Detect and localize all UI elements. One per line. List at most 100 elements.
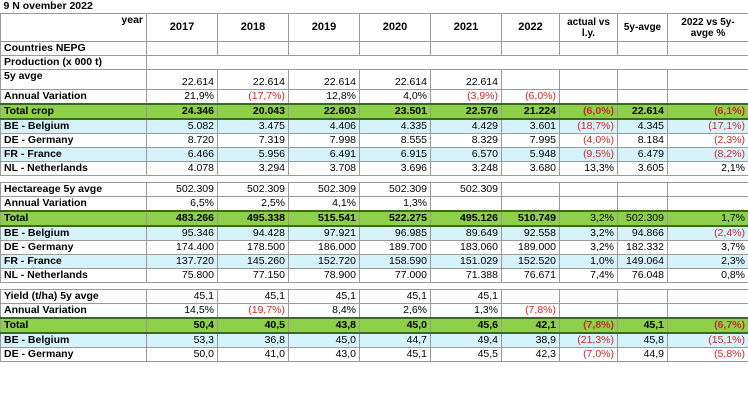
cell: 44,9: [617, 347, 668, 362]
cell: 483.266: [146, 210, 218, 227]
cell: 158.590: [359, 254, 431, 269]
cell: (2,4%): [667, 225, 748, 241]
row-label: Annual Variation: [0, 196, 147, 212]
cell: 45,1: [430, 289, 502, 304]
cell: 3,2%: [559, 225, 618, 241]
row-label: DE - Germany: [0, 133, 147, 148]
cell: 7.995: [501, 133, 560, 148]
cell: 152.720: [288, 254, 360, 269]
year-label: year: [0, 13, 147, 42]
cell: 76.048: [617, 268, 668, 283]
cell: 7.998: [288, 133, 360, 148]
cell: 89.649: [430, 225, 502, 241]
cell: 45,1: [217, 289, 289, 304]
cell: 22.614: [617, 103, 668, 120]
spacer-row: [0, 282, 748, 290]
cell: 45,0: [359, 317, 431, 334]
cell: 3.475: [217, 118, 289, 134]
cell: 149.064: [617, 254, 668, 269]
cell: 8,4%: [288, 303, 360, 319]
cell: 38,9: [501, 332, 560, 348]
row-label: FR - France: [0, 147, 147, 162]
table-row: DE - Germany 8.720 7.319 7.998 8.555 8.3…: [0, 133, 748, 148]
cell: (19,7%): [217, 303, 289, 319]
cell: 3.708: [288, 161, 360, 176]
cell: 7.319: [217, 133, 289, 148]
production-total-row: Total crop 24.346 20.043 22.603 23.501 2…: [0, 103, 748, 120]
row-label: Total crop: [0, 103, 147, 120]
cell: 22.614: [217, 69, 289, 90]
cell: 137.720: [146, 254, 218, 269]
cell: 4.345: [617, 118, 668, 134]
cell: 45,1: [359, 347, 431, 362]
cell: 502.309: [430, 182, 502, 197]
cell: (6,0%): [559, 103, 618, 120]
cell: 76.671: [501, 268, 560, 283]
cell: 8.555: [359, 133, 431, 148]
cell: 36,8: [217, 332, 289, 348]
cell: 22.603: [288, 103, 360, 120]
cell: 96.985: [359, 225, 431, 241]
cell: 2,3%: [667, 254, 748, 269]
cell: 189.700: [359, 240, 431, 255]
table-row: FR - France 6.466 5.956 6.491 6.915 6.57…: [0, 147, 748, 162]
cell: 1,7%: [667, 210, 748, 227]
cell: (18,7%): [559, 118, 618, 134]
cell: 3.294: [217, 161, 289, 176]
cell: 40,5: [217, 317, 289, 334]
year-2021: 2021: [430, 13, 502, 42]
cell: 94.866: [617, 225, 668, 241]
cell: (6,0%): [501, 89, 560, 105]
cell: 6.491: [288, 147, 360, 162]
cell: 8.329: [430, 133, 502, 148]
table-row: DE - Germany 174.400 178.500 186.000 189…: [0, 240, 748, 255]
yield-title: Yield (t/ha) 5y avge: [0, 289, 147, 304]
cell: 152.520: [501, 254, 560, 269]
cell: 182.332: [617, 240, 668, 255]
row-label: BE - Belgium: [0, 332, 147, 348]
countries-label: Countries NEPG: [0, 41, 147, 56]
cell: 22.614: [359, 69, 431, 90]
cell: 5.948: [501, 147, 560, 162]
cell: 2,1%: [667, 161, 748, 176]
yield-avg-row: Yield (t/ha) 5y avge 45,1 45,1 45,1 45,1…: [0, 289, 748, 304]
cell: 3,7%: [667, 240, 748, 255]
cell: 42,1: [501, 317, 560, 334]
hectare-title: Hectareage 5y avge: [0, 182, 147, 197]
cell: 4,0%: [359, 89, 431, 105]
cell: 3,2%: [559, 240, 618, 255]
row-label: NL - Netherlands: [0, 268, 147, 283]
date-row: 9 N ovember 2022: [1, 0, 748, 14]
table-row: BE - Belgium 95.346 94.428 97.921 96.985…: [0, 225, 748, 241]
col-5y-avge: 5y-avge: [617, 13, 668, 42]
cell: 45,0: [288, 332, 360, 348]
cell: 75.800: [146, 268, 218, 283]
cell: (7,8%): [501, 303, 560, 319]
cell: 49,4: [430, 332, 502, 348]
cell: 50,4: [146, 317, 218, 334]
cell: (8,2%): [667, 147, 748, 162]
report-date: 9 N ovember 2022: [3, 0, 93, 12]
cell: 43,0: [288, 347, 360, 362]
cell: 3.601: [501, 118, 560, 134]
cell: 2,6%: [359, 303, 431, 319]
year-2018: 2018: [217, 13, 289, 42]
row-label: BE - Belgium: [0, 118, 147, 134]
cell: 71.388: [430, 268, 502, 283]
col-2022-vs-5y: 2022 vs 5y-avge %: [667, 13, 748, 42]
row-label: DE - Germany: [0, 240, 147, 255]
cell: 21.224: [501, 103, 560, 120]
cell: 495.338: [217, 210, 289, 227]
cell: 502.309: [288, 182, 360, 197]
cell: 6.466: [146, 147, 218, 162]
cell: 8.720: [146, 133, 218, 148]
cell: 3.680: [501, 161, 560, 176]
cell: 189.000: [501, 240, 560, 255]
cell: 45,6: [430, 317, 502, 334]
cell: 6.479: [617, 147, 668, 162]
cell: 94.428: [217, 225, 289, 241]
cell: 77.000: [359, 268, 431, 283]
cell: 41,0: [217, 347, 289, 362]
cell: 4,1%: [288, 196, 360, 212]
cell: 3,2%: [559, 210, 618, 227]
